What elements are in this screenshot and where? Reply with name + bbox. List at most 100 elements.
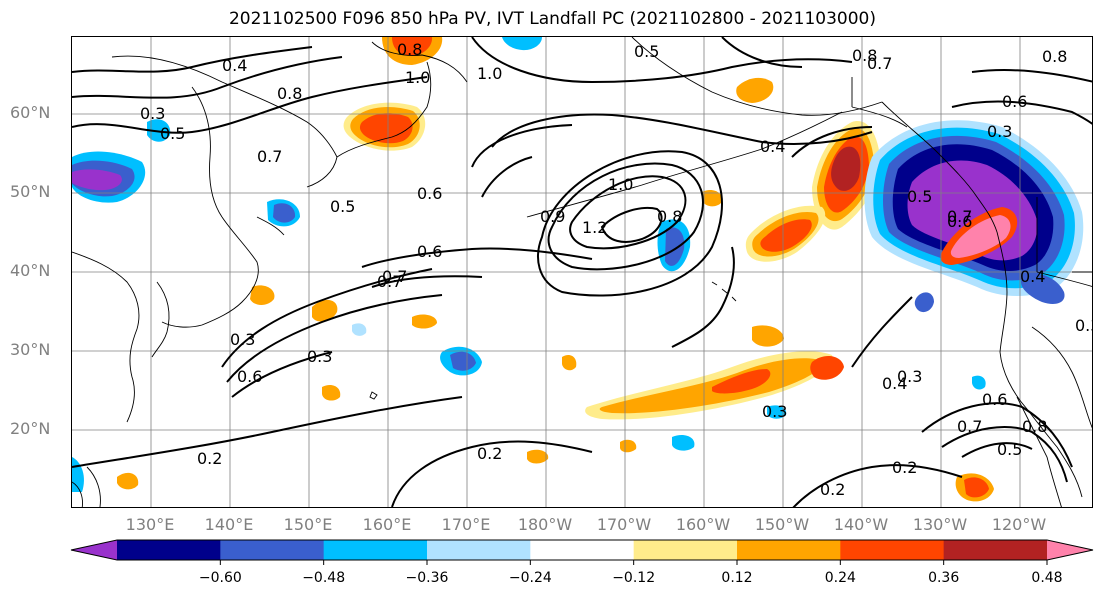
pv-anomaly-positive [831, 146, 861, 191]
colorbar-cell [220, 540, 325, 560]
coastline [111, 55, 338, 188]
pv-anomaly-positive [620, 439, 637, 453]
contour-label: 0.8 [1042, 47, 1067, 66]
contour-label: 0.9 [540, 207, 565, 226]
graticule [72, 37, 1092, 507]
pv-contour [471, 37, 853, 84]
pv-anomaly-negative [273, 203, 296, 223]
contour-label: 0.3 [140, 104, 165, 123]
contour-label: 0.7 [947, 207, 972, 226]
pv-anomaly-positive [752, 325, 784, 347]
pv-contour [221, 268, 433, 368]
pv-contour [231, 351, 333, 398]
pv-anomaly-positive [950, 215, 1011, 258]
pv-anomaly-positive [702, 190, 723, 207]
contour-label: 1.0 [477, 64, 502, 83]
coastline [369, 391, 378, 400]
contour-layer [72, 37, 1092, 507]
contour-label: 0.8 [397, 40, 422, 59]
lon-label-140e: 140°E [204, 515, 254, 534]
coastline [336, 61, 432, 158]
contour-label: 0.2 [820, 480, 845, 499]
pv-anomaly-positive [312, 299, 338, 322]
pv-contour [941, 426, 1068, 483]
pv-contour [391, 440, 593, 507]
coastline [1031, 326, 1092, 429]
colorbar-ticks: −0.60 −0.48 −0.36 −0.24 −0.12 0.12 0.24 0.36 0.4… [199, 560, 1063, 586]
colorbar-outline [70, 539, 1094, 561]
coastline [86, 466, 101, 507]
contour-label: 0.3 [307, 347, 332, 366]
pv-contour [961, 442, 1033, 458]
colorbar-cell [427, 540, 531, 560]
map-svg: 0.8 1.0 0.5 0.8 0.7 0.8 0.4 0.8 1.0 0.6 … [72, 37, 1093, 507]
colorbar-tick-label: 0.12 [721, 570, 752, 586]
contour-label: 0.3 [1075, 316, 1093, 335]
pv-anomaly-negative [672, 435, 695, 451]
contour-label: 0.3 [762, 402, 787, 421]
lat-label-40n: 40°N [10, 261, 51, 280]
contour-label: 0.6 [417, 184, 442, 203]
lat-label-60n: 60°N [10, 103, 51, 122]
coastline [996, 231, 1083, 498]
colorbar-tick-label: −0.24 [509, 570, 552, 586]
coastline [1036, 197, 1092, 287]
colorbar-cell [530, 540, 635, 560]
coastline [151, 281, 170, 358]
contour-label: 0.8 [277, 84, 302, 103]
pv-contour [671, 246, 735, 348]
contour-label: 1.2 [582, 218, 607, 237]
pv-anomaly-positive [964, 477, 989, 498]
pv-contour [72, 76, 428, 134]
pv-contour [72, 46, 313, 73]
colorbar-tick-label: −0.12 [612, 570, 655, 586]
pv-anomaly-positive [760, 219, 812, 252]
lon-label-140w: 140°W [833, 515, 889, 534]
colorbar-tick-label: 0.48 [1031, 570, 1062, 586]
colorbar-cell [943, 540, 1048, 560]
pv-contour [971, 69, 1092, 83]
contour-label: 1.0 [405, 68, 430, 87]
pv-contour [537, 150, 723, 297]
contour-label: 0.5 [160, 124, 185, 143]
lat-label-30n: 30°N [10, 340, 51, 359]
contour-label: 0.7 [867, 54, 892, 73]
contour-label: 0.7 [957, 417, 982, 436]
pv-contour [471, 124, 573, 168]
coastline [526, 111, 843, 218]
lon-label-150w: 150°W [754, 515, 810, 534]
pv-anomaly-positive [736, 77, 774, 103]
contour-label: 0.5 [634, 42, 659, 61]
pv-anomaly-positive [117, 472, 139, 490]
pv-contour [361, 247, 593, 268]
pv-contour [371, 275, 483, 288]
contour-label: 0.3 [987, 122, 1012, 141]
pv-contour [791, 126, 873, 158]
contour-label: 0.5 [997, 440, 1022, 459]
coastlines [72, 37, 1092, 507]
contour-label: 0.3 [897, 367, 922, 386]
colorbar: −0.60 −0.48 −0.36 −0.24 −0.12 0.12 0.24 0.36 0.4… [70, 539, 1094, 586]
contour-label: 0.2 [197, 449, 222, 468]
pv-anomaly-positive [250, 285, 275, 305]
contour-label: 0.4 [882, 374, 907, 393]
coastline [161, 216, 259, 328]
contour-label: 0.7 [257, 147, 282, 166]
contour-label: 0.8 [852, 46, 877, 65]
pv-anomaly-negative [972, 375, 986, 390]
pv-anomaly-negative [72, 457, 84, 492]
contour-label: 0.6 [947, 212, 972, 231]
contour-label: 0.4 [1020, 267, 1045, 286]
map-title: 2021102500 F096 850 hPa PV, IVT Landfall… [228, 9, 876, 29]
pv-anomaly-positive [810, 355, 844, 380]
lon-label-160w: 160°W [675, 515, 731, 534]
colorbar-tick-label: 0.24 [825, 570, 856, 586]
contour-label: 0.7 [382, 267, 407, 286]
contour-label: 0.4 [760, 137, 785, 156]
coastline [851, 77, 908, 128]
pv-contour [951, 100, 1092, 125]
contour-label: 0.6 [1002, 92, 1027, 111]
contour-label: 0.5 [330, 197, 355, 216]
contour-label: 1.0 [608, 175, 633, 194]
pv-contour [600, 207, 663, 243]
